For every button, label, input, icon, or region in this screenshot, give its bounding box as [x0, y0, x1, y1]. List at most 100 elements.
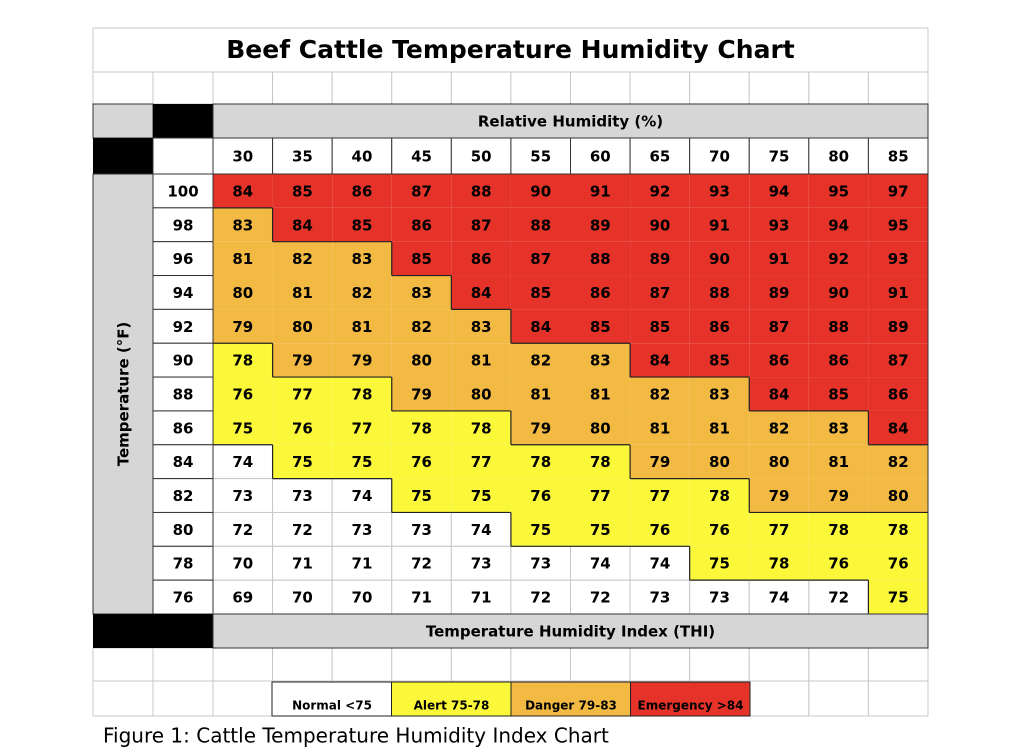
thi-cell [451, 478, 511, 513]
thi-value: 86 [590, 284, 611, 302]
humidity-cell [867, 137, 929, 175]
thi-value: 94 [828, 216, 849, 234]
legend-label: Alert 75-78 [414, 699, 490, 713]
humidity-label: 40 [352, 148, 373, 166]
thi-value: 89 [888, 318, 909, 336]
thi-value: 87 [769, 318, 790, 336]
grid-cell [867, 680, 929, 717]
grid-cell [689, 647, 750, 682]
thi-value: 95 [828, 182, 849, 200]
thi-value: 81 [649, 419, 670, 437]
humidity-cell [272, 137, 333, 175]
thi-value: 87 [471, 216, 492, 234]
thi-value: 82 [888, 453, 909, 471]
thi-value: 89 [769, 284, 790, 302]
thi-value: 79 [530, 419, 551, 437]
thi-value: 71 [292, 555, 313, 573]
temperature-label: 82 [173, 487, 194, 505]
humidity-label: 70 [709, 148, 730, 166]
thi-value: 75 [471, 487, 492, 505]
thi-value: 78 [352, 386, 373, 404]
thi-value: 81 [232, 250, 253, 268]
thi-value: 72 [828, 589, 849, 607]
thi-value: 86 [471, 250, 492, 268]
thi-cell [808, 207, 869, 242]
thi-cell [868, 174, 928, 208]
thi-value: 86 [352, 182, 373, 200]
grid-cell [212, 71, 274, 105]
thi-value: 85 [590, 318, 611, 336]
grid-cell [748, 647, 810, 682]
thi-value: 73 [530, 555, 551, 573]
column-header-cell [212, 103, 929, 139]
grid-cell [331, 647, 393, 682]
temperature-label: 80 [173, 521, 194, 539]
thi-cell [272, 309, 333, 344]
thi-cell [570, 579, 631, 615]
thi-cell [689, 546, 750, 581]
thi-value: 84 [530, 318, 551, 336]
grid-cell [689, 71, 750, 105]
thi-value: 77 [590, 487, 611, 505]
thi-value: 75 [530, 521, 551, 539]
column-header: Relative Humidity (%) [478, 113, 663, 131]
thi-value: 83 [471, 318, 492, 336]
thi-value: 86 [709, 318, 730, 336]
humidity-label: 50 [471, 148, 492, 166]
thi-cell [510, 309, 571, 344]
grid-cell [510, 71, 571, 105]
thi-value: 74 [471, 521, 492, 539]
thi-value: 71 [352, 555, 373, 573]
thi-value: 97 [888, 182, 909, 200]
thi-cell [808, 309, 869, 344]
thi-cell [689, 174, 750, 208]
thi-value: 78 [530, 453, 551, 471]
thi-value: 79 [292, 352, 313, 370]
thi-cell [868, 546, 928, 581]
thi-cell [808, 343, 869, 378]
thi-cell [749, 207, 809, 242]
grid-cell [748, 71, 810, 105]
thi-value: 78 [471, 419, 492, 437]
thi-value: 87 [888, 352, 909, 370]
thi-cell [391, 174, 452, 208]
thi-value: 78 [411, 419, 432, 437]
thi-cell [749, 343, 809, 378]
thi-value: 83 [232, 216, 253, 234]
thi-value: 76 [292, 419, 313, 437]
thi-cell [272, 579, 333, 615]
thi-value: 85 [709, 352, 730, 370]
thi-cell [630, 512, 690, 547]
thi-cell [450, 579, 512, 615]
thi-value: 79 [649, 453, 670, 471]
header-white [152, 137, 214, 175]
thi-value: 86 [411, 216, 432, 234]
thi-value: 79 [411, 386, 432, 404]
thi-value: 83 [709, 386, 730, 404]
thi-cell [451, 309, 511, 344]
thi-cell [808, 546, 869, 581]
thi-value: 70 [232, 555, 253, 573]
thi-cell [510, 343, 571, 378]
thi-cell [630, 309, 690, 344]
thi-cell [391, 343, 452, 378]
thi-value: 92 [828, 250, 849, 268]
thi-cell [630, 241, 690, 276]
thi-value: 81 [590, 386, 611, 404]
thi-cell [391, 545, 452, 581]
legend-label: Normal <75 [292, 699, 372, 713]
grid-cell [92, 647, 154, 682]
grid-cell [212, 647, 274, 682]
thi-cell [570, 444, 631, 479]
thi-cell [570, 241, 631, 276]
temperature-cell [152, 545, 214, 581]
thi-value: 73 [411, 521, 432, 539]
thi-value: 79 [769, 487, 790, 505]
thi-cell [213, 410, 273, 445]
thi-cell [570, 174, 631, 208]
thi-cell [391, 377, 452, 411]
thi-value: 70 [292, 589, 313, 607]
thi-cell [391, 309, 452, 344]
thi-cell [510, 478, 571, 513]
thi-value: 78 [590, 453, 611, 471]
